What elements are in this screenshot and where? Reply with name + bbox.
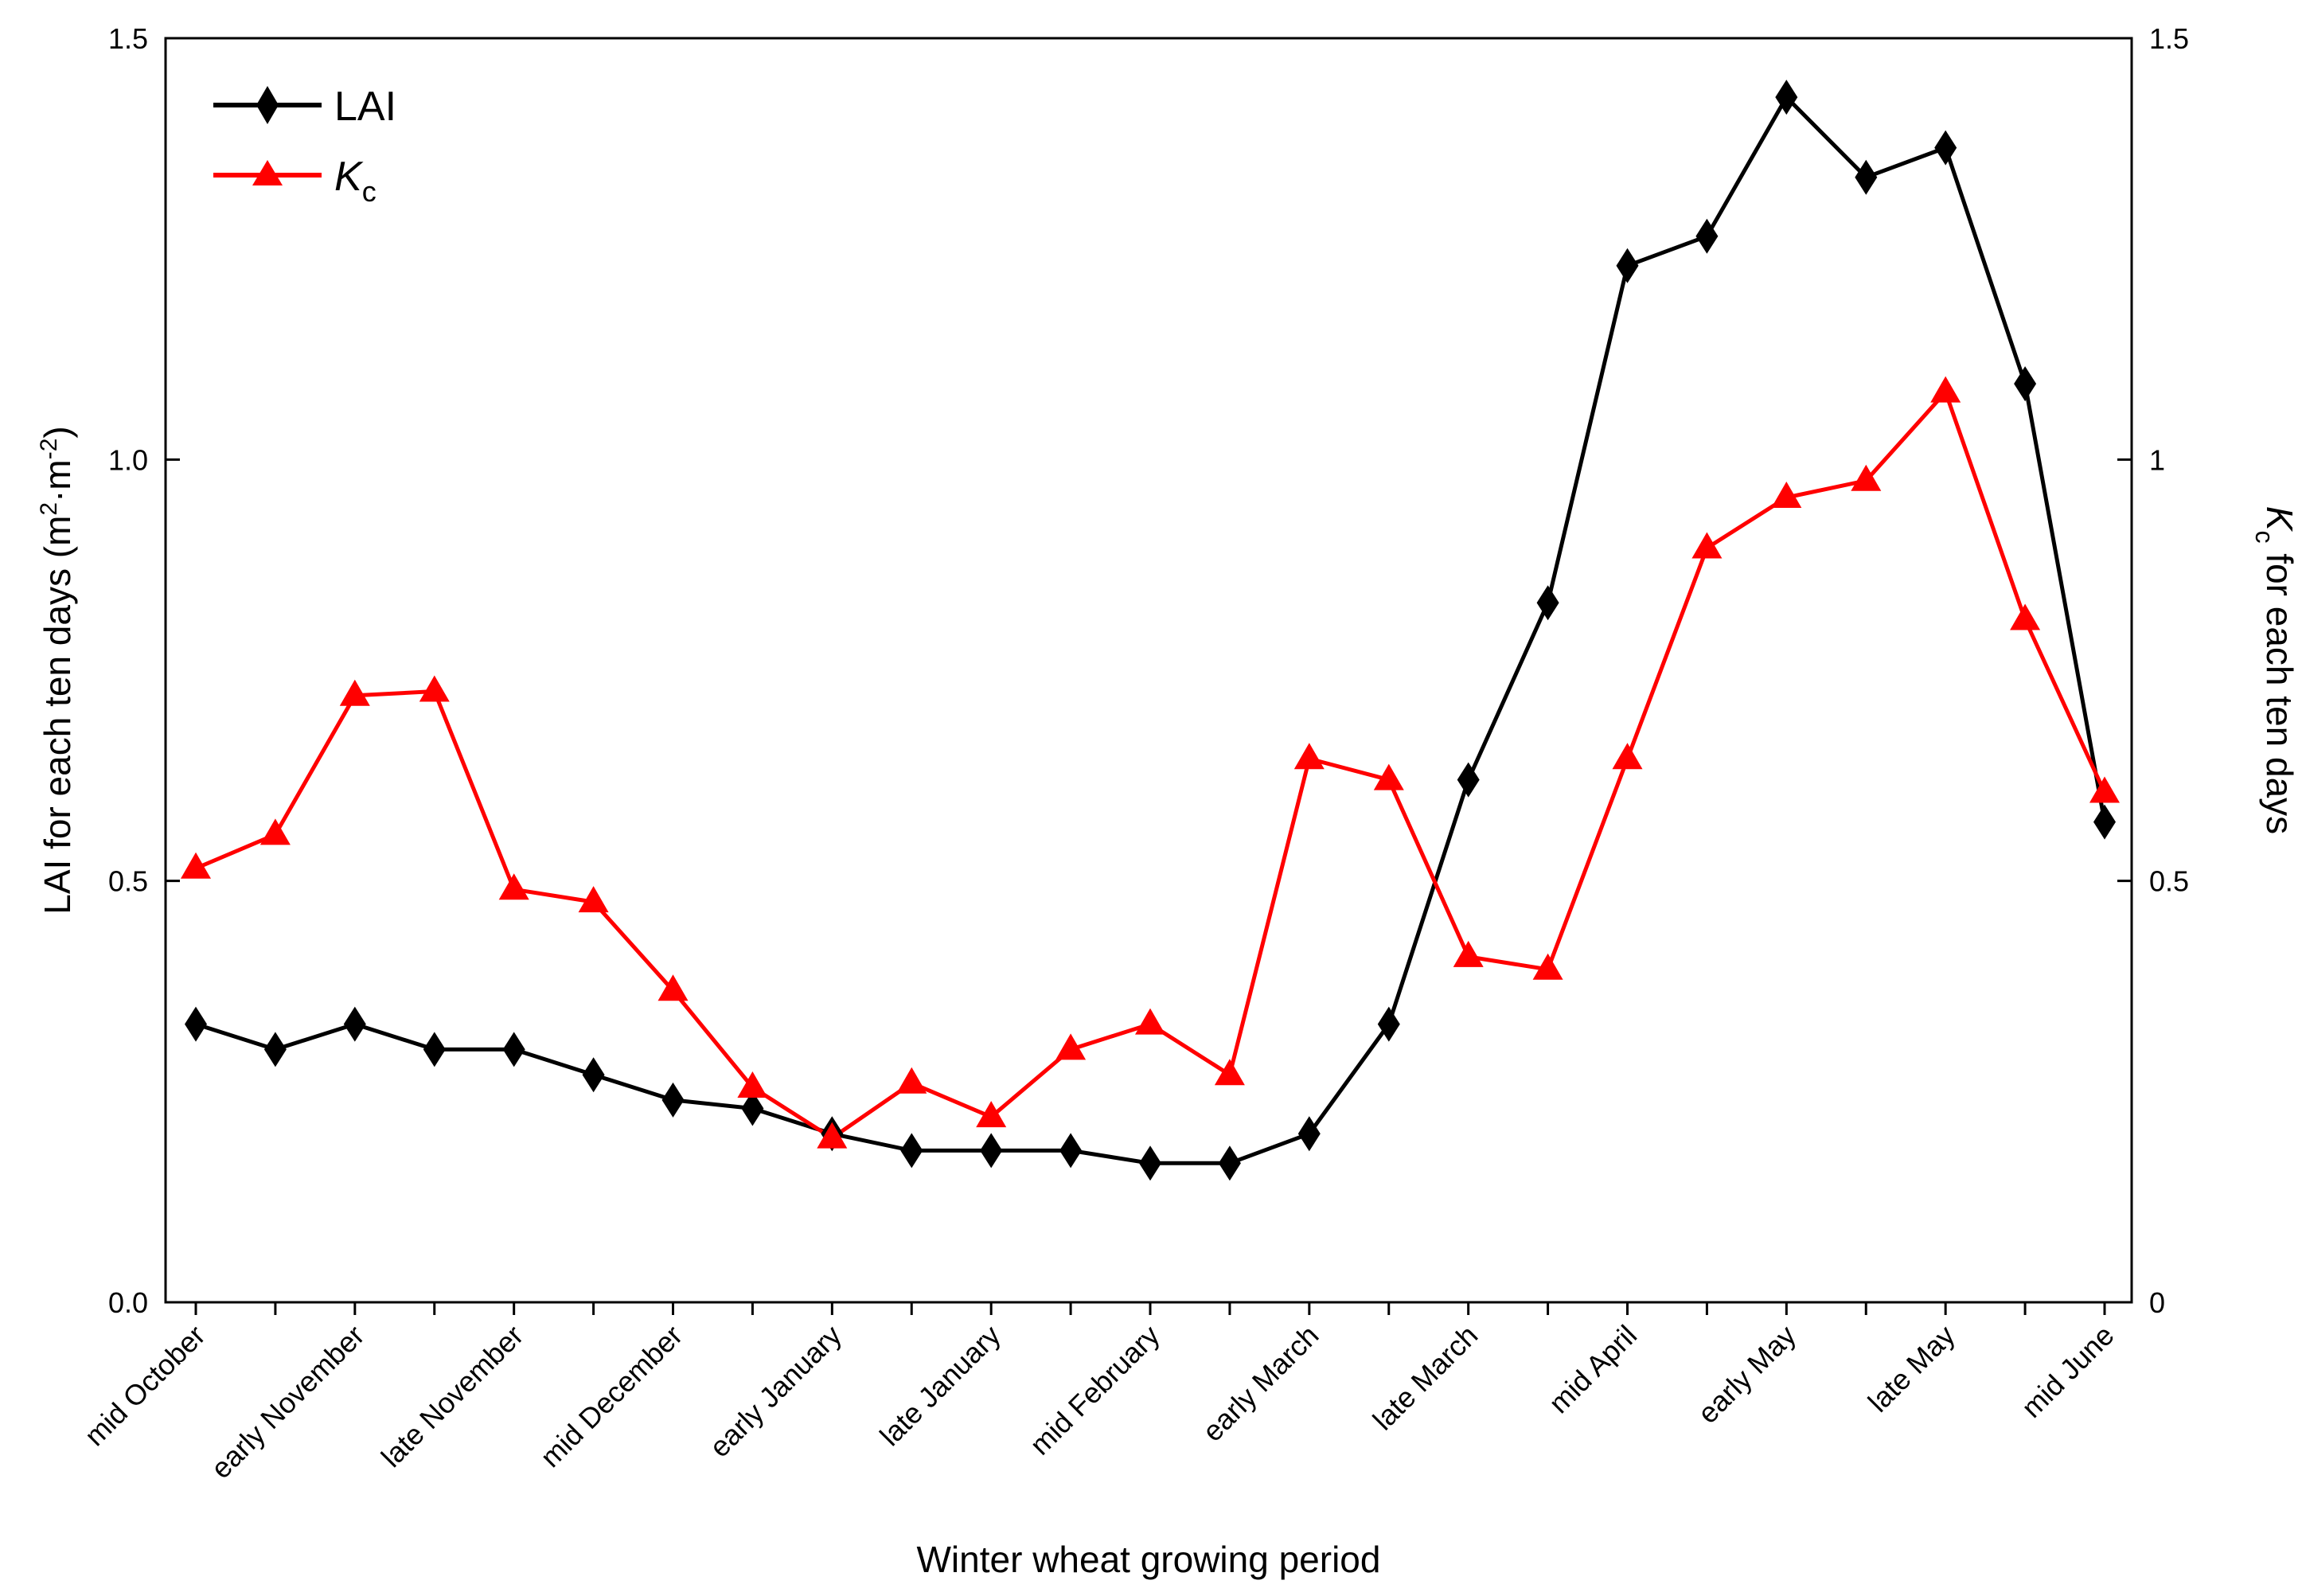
x-tick-label: mid June (2015, 1319, 2120, 1424)
kc-point (1691, 532, 1723, 559)
kc-point (498, 873, 529, 900)
lai-point (1775, 80, 1798, 115)
x-tick-label: mid February (1024, 1319, 1166, 1461)
legend: LAI Kc (213, 84, 396, 208)
kc-point (2010, 603, 2041, 630)
legend-lai-diamond-marker (256, 86, 279, 124)
lai-point (661, 1082, 685, 1118)
x-tick-label: late November (375, 1319, 530, 1474)
kc-point (181, 852, 211, 879)
x-tick-label: early May (1691, 1319, 1802, 1430)
kc-point (1055, 1033, 1087, 1060)
x-tick-label: late March (1366, 1319, 1484, 1437)
legend-kc-triangle-marker (252, 160, 283, 185)
lai-point (1377, 1006, 1400, 1042)
kc-point (339, 679, 370, 706)
kc-point (2089, 776, 2120, 803)
y-left-tick-label: 1.5 (108, 22, 148, 55)
legend-kc-label: Kc (334, 154, 377, 208)
lai-point (1536, 585, 1559, 621)
lai-point (1059, 1133, 1083, 1169)
x-tick-label: early January (703, 1319, 848, 1464)
lai-point (263, 1032, 287, 1067)
lai-point (1616, 248, 1639, 283)
kc-point (1930, 376, 1961, 403)
y-axis-left-title: LAI for each ten days (m2·m-2) (36, 426, 78, 914)
legend-entry-lai: LAI (213, 84, 396, 130)
y-axis-right-title: Kc for each ten days (2250, 506, 2300, 834)
kc-point (1135, 1008, 1165, 1035)
lai-point (2014, 366, 2037, 402)
kc-point (1214, 1059, 1245, 1086)
lai-point (741, 1091, 764, 1126)
lai-point (1695, 218, 1719, 254)
lai-point (980, 1133, 1003, 1169)
lai-point (502, 1032, 525, 1067)
lai-point (1934, 130, 1957, 166)
lai-point (185, 1006, 207, 1042)
lai-point (900, 1133, 923, 1169)
plot-frame (164, 37, 2133, 1304)
series-markers (181, 80, 2120, 1181)
x-tick-label: mid December (534, 1319, 689, 1474)
kc-point (1373, 763, 1404, 790)
lai-point (1139, 1145, 1161, 1181)
kc-point (419, 675, 450, 702)
kc-point (1851, 464, 1882, 491)
y-right-tick-label: 0.5 (2149, 865, 2189, 898)
lai-point (1218, 1145, 1241, 1181)
y-right-tick-label: 1.5 (2149, 22, 2189, 55)
legend-lai-label: LAI (334, 84, 396, 130)
lai-point (423, 1032, 446, 1067)
kc-point (896, 1067, 927, 1094)
x-tick-label: early November (205, 1319, 371, 1485)
kc-point (1532, 953, 1563, 980)
y-right-tick-label: 1 (2149, 443, 2165, 476)
y-right-tick-label: 0 (2149, 1286, 2165, 1319)
kc-point (578, 886, 609, 913)
series-lines (195, 95, 2107, 1165)
kc-point (1453, 940, 1484, 967)
x-tick-label: early March (1196, 1319, 1325, 1448)
x-tick-label: mid April (1543, 1319, 1644, 1420)
x-tick-label: late May (1862, 1319, 1961, 1418)
kc-point (817, 1122, 848, 1149)
lai-point (2093, 804, 2116, 840)
kc-point (976, 1101, 1007, 1128)
lai-point (1457, 762, 1480, 798)
x-tick-label: late January (873, 1319, 1007, 1453)
kc-point (657, 974, 689, 1001)
lai-point (343, 1006, 366, 1042)
kc-point (259, 818, 291, 845)
lai-point (1855, 159, 1878, 195)
series-line-lai (195, 95, 2107, 1165)
kc-point (1612, 743, 1643, 770)
y-left-tick-label: 0.5 (108, 865, 148, 898)
x-tick-label: mid October (78, 1319, 212, 1453)
lai-point (1297, 1116, 1321, 1152)
lai-point (582, 1057, 605, 1093)
y-left-tick-label: 0.0 (108, 1286, 148, 1319)
legend-entry-kc: Kc (213, 154, 377, 208)
kc-point (737, 1071, 768, 1098)
y-left-tick-label: 1.0 (108, 443, 148, 476)
x-axis-title: Winter wheat growing period (917, 1539, 1381, 1580)
kc-point (1293, 743, 1325, 770)
kc-point (1771, 482, 1802, 508)
